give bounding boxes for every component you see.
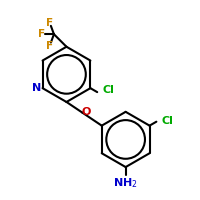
Text: O: O bbox=[82, 107, 91, 117]
Text: F: F bbox=[46, 41, 53, 51]
Text: Cl: Cl bbox=[161, 116, 173, 126]
Text: F: F bbox=[46, 18, 53, 28]
Text: N: N bbox=[32, 83, 41, 93]
Text: NH$_2$: NH$_2$ bbox=[113, 177, 138, 190]
Text: Cl: Cl bbox=[102, 85, 114, 95]
Text: F: F bbox=[38, 29, 45, 39]
